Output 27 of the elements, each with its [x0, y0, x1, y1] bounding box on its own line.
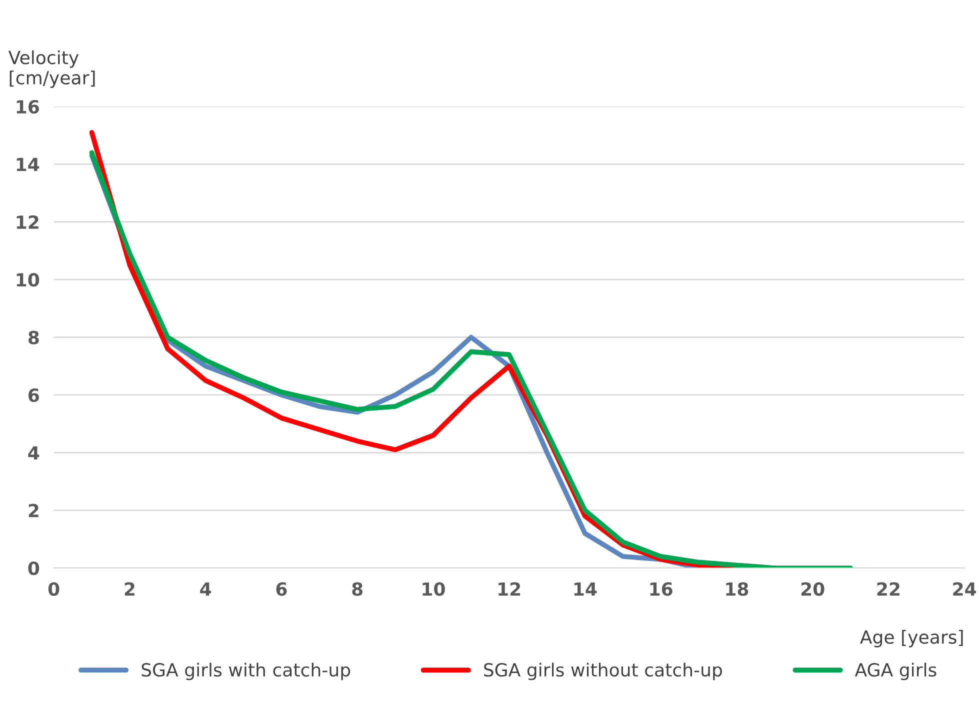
x-tick-label: 10: [422, 582, 445, 596]
x-tick-label: 18: [726, 582, 748, 596]
y-tick-label: 2: [28, 504, 38, 518]
y-tick-label: 10: [16, 273, 40, 287]
y-tick-label: 14: [16, 158, 40, 172]
x-tick-label: 12: [498, 582, 520, 596]
y-tick-label: 4: [28, 446, 40, 460]
y-tick-label: 0: [28, 561, 40, 576]
y-tick-label: 8: [28, 330, 39, 344]
x-tick-label: 24: [953, 582, 976, 596]
legend-label: SGA girls with catch-up: [142, 662, 350, 680]
x-tick-label: 6: [276, 582, 287, 596]
legend-label: AGA girls: [854, 662, 936, 680]
x-axis-title: Age [years]: [860, 630, 963, 648]
y-tick-label: 12: [16, 215, 38, 229]
legend-label: SGA girls without catch-up: [484, 662, 722, 680]
x-tick-label: 22: [877, 582, 900, 596]
x-tick-label: 16: [650, 582, 672, 596]
x-tick-label: 8: [352, 582, 362, 596]
y-tick-label: 16: [16, 100, 39, 114]
x-tick-label: 0: [48, 582, 60, 596]
y-tick-label: 6: [28, 388, 39, 402]
x-tick-label: 14: [574, 582, 597, 596]
y-axis-title: Velocity [cm/year]: [8, 50, 95, 88]
x-tick-label: 4: [200, 582, 212, 596]
x-tick-label: 20: [801, 582, 824, 596]
x-tick-label: 2: [124, 582, 134, 596]
